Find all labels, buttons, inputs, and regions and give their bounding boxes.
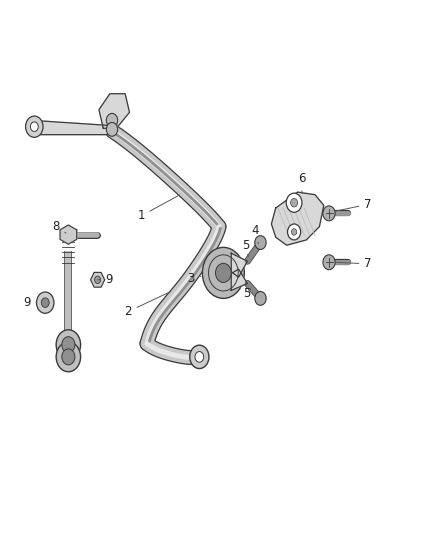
- Circle shape: [288, 224, 300, 240]
- Circle shape: [106, 123, 118, 136]
- Text: 8: 8: [52, 220, 66, 233]
- Circle shape: [62, 337, 75, 353]
- Text: 5: 5: [242, 239, 250, 257]
- Circle shape: [323, 255, 335, 270]
- Circle shape: [56, 330, 81, 360]
- Circle shape: [255, 236, 266, 249]
- Text: 4: 4: [251, 224, 259, 244]
- Polygon shape: [91, 272, 105, 287]
- Text: 1: 1: [137, 195, 180, 222]
- Circle shape: [255, 292, 266, 305]
- Circle shape: [62, 349, 75, 365]
- Circle shape: [106, 114, 118, 127]
- Circle shape: [25, 116, 43, 138]
- Circle shape: [95, 276, 101, 284]
- Circle shape: [202, 247, 244, 298]
- Text: 2: 2: [124, 292, 171, 318]
- Polygon shape: [272, 192, 324, 245]
- Circle shape: [290, 198, 297, 207]
- Circle shape: [286, 193, 302, 212]
- Circle shape: [56, 342, 81, 372]
- Circle shape: [215, 263, 231, 282]
- Polygon shape: [29, 120, 112, 135]
- Polygon shape: [231, 253, 247, 277]
- Text: 7: 7: [337, 257, 372, 270]
- Circle shape: [36, 292, 54, 313]
- Circle shape: [195, 352, 204, 362]
- Circle shape: [190, 345, 209, 368]
- Text: 5: 5: [244, 287, 251, 300]
- Text: 6: 6: [298, 172, 306, 193]
- Text: 9: 9: [98, 273, 113, 286]
- Polygon shape: [60, 225, 77, 244]
- Text: 7: 7: [335, 198, 372, 211]
- Circle shape: [323, 206, 335, 221]
- Polygon shape: [99, 94, 130, 128]
- Text: 3: 3: [187, 272, 201, 285]
- Text: 9: 9: [23, 296, 36, 309]
- Circle shape: [30, 122, 38, 132]
- Circle shape: [291, 229, 297, 235]
- Circle shape: [41, 298, 49, 308]
- Polygon shape: [231, 269, 247, 290]
